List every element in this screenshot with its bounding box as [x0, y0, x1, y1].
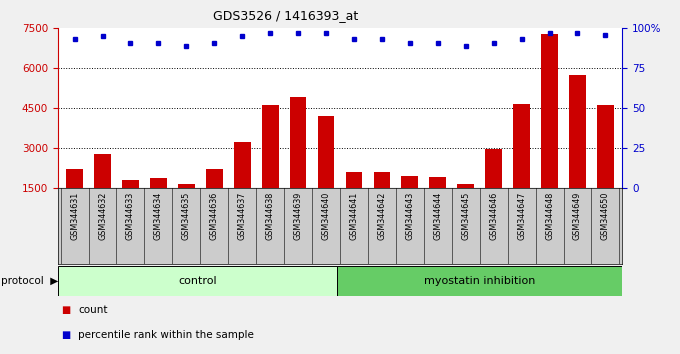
Text: GSM344649: GSM344649	[573, 192, 582, 240]
Bar	[94, 154, 111, 227]
Bar	[541, 34, 558, 227]
Bar	[122, 180, 139, 227]
Text: GSM344644: GSM344644	[433, 192, 442, 240]
Bar	[513, 104, 530, 227]
Text: GSM344638: GSM344638	[266, 192, 275, 240]
Text: GSM344640: GSM344640	[322, 192, 330, 240]
Text: percentile rank within the sample: percentile rank within the sample	[78, 330, 254, 339]
Text: GSM344633: GSM344633	[126, 192, 135, 240]
Text: GSM344645: GSM344645	[461, 192, 471, 240]
Bar	[401, 176, 418, 227]
Bar	[429, 177, 446, 227]
Bar	[206, 169, 222, 227]
Text: ■: ■	[61, 305, 71, 315]
Bar	[234, 143, 251, 227]
Text: GSM344642: GSM344642	[377, 192, 386, 240]
Text: GSM344650: GSM344650	[601, 192, 610, 240]
Text: GDS3526 / 1416393_at: GDS3526 / 1416393_at	[213, 9, 358, 22]
Text: GSM344643: GSM344643	[405, 192, 414, 240]
Bar	[66, 169, 83, 227]
Bar	[58, 266, 337, 296]
Text: protocol  ▶: protocol ▶	[1, 275, 58, 286]
Text: GSM344631: GSM344631	[70, 192, 79, 240]
Bar	[290, 97, 307, 227]
Text: count: count	[78, 305, 107, 315]
Bar	[262, 105, 279, 227]
Bar	[486, 149, 502, 227]
Text: GSM344646: GSM344646	[489, 192, 498, 240]
Bar	[458, 184, 474, 227]
Text: control: control	[178, 275, 217, 286]
Text: GSM344648: GSM344648	[545, 192, 554, 240]
Text: GSM344637: GSM344637	[238, 192, 247, 240]
Text: GSM344639: GSM344639	[294, 192, 303, 240]
Text: GSM344634: GSM344634	[154, 192, 163, 240]
Bar	[597, 105, 614, 227]
Text: myostatin inhibition: myostatin inhibition	[424, 275, 535, 286]
Bar	[318, 116, 335, 227]
Bar	[373, 172, 390, 227]
Bar	[569, 75, 586, 227]
Text: GSM344641: GSM344641	[350, 192, 358, 240]
Text: GSM344647: GSM344647	[517, 192, 526, 240]
Text: ■: ■	[61, 330, 71, 339]
Bar	[150, 178, 167, 227]
Bar	[345, 172, 362, 227]
Text: GSM344632: GSM344632	[98, 192, 107, 240]
Bar	[337, 266, 622, 296]
Text: GSM344635: GSM344635	[182, 192, 191, 240]
Bar	[178, 184, 194, 227]
Text: GSM344636: GSM344636	[209, 192, 219, 240]
